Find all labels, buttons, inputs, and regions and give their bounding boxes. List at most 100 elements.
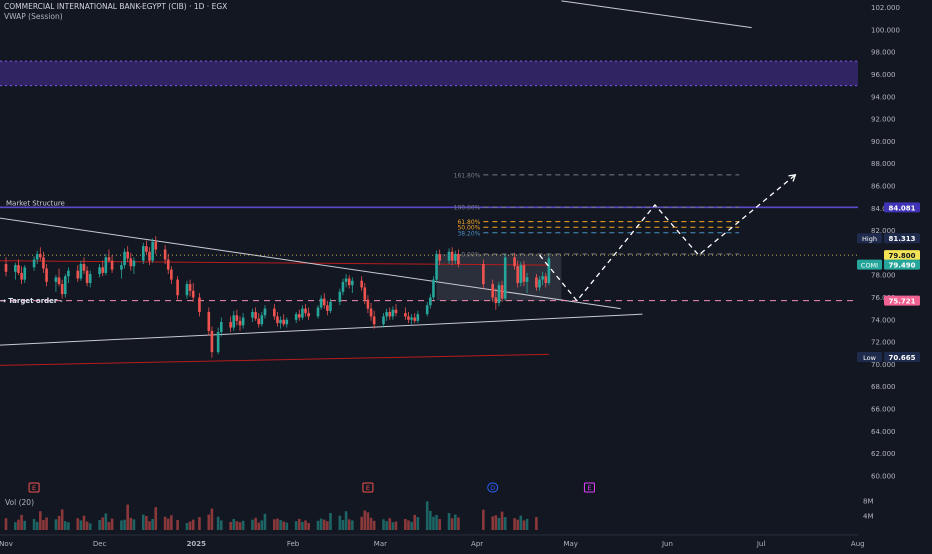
volume-bar	[14, 522, 17, 530]
volume-bar	[285, 522, 289, 530]
volume-bar	[522, 520, 526, 530]
volume-bar	[207, 514, 211, 530]
candle	[148, 247, 151, 266]
candle-body	[85, 270, 89, 283]
candle-body	[457, 253, 460, 265]
candle-body	[541, 276, 544, 280]
volume-bar	[229, 521, 232, 530]
event-marker-badge	[487, 482, 499, 493]
candle-body	[372, 316, 376, 325]
candle	[307, 307, 310, 320]
volume-bar	[23, 520, 27, 530]
candle-body	[254, 311, 257, 319]
prev-close-price-tag-text: 79.800	[888, 252, 915, 260]
target-order-label: → Target order -	[0, 297, 63, 305]
candle	[394, 304, 398, 317]
candle-body	[120, 265, 123, 270]
fib-level-label: 50.00%	[457, 225, 480, 232]
volume-bar	[82, 515, 86, 530]
candle-body	[207, 311, 211, 331]
volume-bar	[482, 509, 485, 530]
candle-body	[32, 259, 36, 268]
y-tick-label: 88.000	[871, 160, 896, 168]
candle-body	[110, 260, 114, 270]
candle-body	[326, 305, 329, 311]
candle	[254, 307, 257, 321]
candle-body	[170, 269, 173, 280]
volume-bar	[63, 521, 67, 530]
candle-body	[263, 308, 267, 316]
candle-body	[391, 309, 395, 317]
candle-body	[229, 321, 232, 328]
candle	[170, 266, 173, 285]
candle	[141, 242, 145, 265]
candle	[500, 280, 504, 302]
candle	[432, 276, 435, 300]
volume-bar	[447, 513, 451, 530]
market-structure-price-tag: 84.081	[884, 202, 920, 213]
candle-body	[282, 319, 285, 325]
prev-close-price-tag-bg	[884, 250, 920, 261]
candle	[347, 275, 351, 289]
candle-body	[297, 314, 301, 318]
event-marker: E	[362, 482, 374, 493]
candle-body	[410, 317, 413, 320]
candle	[39, 247, 42, 261]
volume-bar	[407, 520, 410, 530]
candle	[326, 300, 329, 316]
candle	[304, 304, 307, 317]
volume-bar	[457, 517, 460, 530]
high-price-tag-label: High	[862, 235, 877, 243]
candle-body	[148, 251, 151, 261]
candle	[322, 293, 326, 309]
candle	[316, 305, 320, 319]
candle-body	[101, 267, 105, 273]
candle	[282, 314, 285, 327]
volume-bar	[110, 518, 114, 530]
candle-body	[154, 241, 158, 250]
volume-bar	[263, 513, 267, 530]
candle-body	[276, 316, 279, 324]
candle-body	[17, 265, 20, 273]
candle	[232, 310, 236, 331]
candle	[503, 253, 507, 301]
volume-bar	[319, 518, 323, 530]
candle	[522, 260, 526, 287]
candle-body	[57, 277, 61, 285]
event-marker-badge	[28, 482, 40, 493]
candle	[416, 310, 420, 324]
volume-bar	[273, 519, 276, 530]
candle	[191, 282, 195, 302]
volume-bar	[453, 514, 457, 530]
candle-body	[322, 298, 326, 306]
candle-body	[241, 317, 245, 326]
volume-bar	[438, 518, 441, 530]
candle	[344, 274, 348, 288]
volume-tick-label: 8M	[863, 498, 874, 506]
volume-bar	[276, 518, 279, 530]
volume-bar	[154, 507, 158, 530]
candle	[67, 267, 70, 283]
candle	[176, 276, 179, 300]
volume-bar	[257, 522, 261, 530]
fib-level-label: 61.80%	[457, 219, 480, 226]
candle-body	[382, 316, 385, 325]
volume-bar	[188, 521, 192, 530]
candle	[294, 311, 298, 324]
candle	[151, 238, 154, 263]
volume-bar	[238, 522, 242, 530]
volume-bar	[450, 518, 454, 530]
candle-body	[98, 267, 101, 275]
candle	[491, 279, 495, 302]
candle	[154, 236, 158, 254]
volume-bar	[391, 522, 395, 530]
candle-body	[23, 267, 27, 280]
resistance-zone	[0, 61, 858, 86]
candle-body	[4, 264, 8, 272]
candle	[519, 261, 523, 287]
candle-body	[216, 332, 220, 353]
volume-bar	[326, 521, 329, 530]
candle-body	[388, 311, 392, 317]
